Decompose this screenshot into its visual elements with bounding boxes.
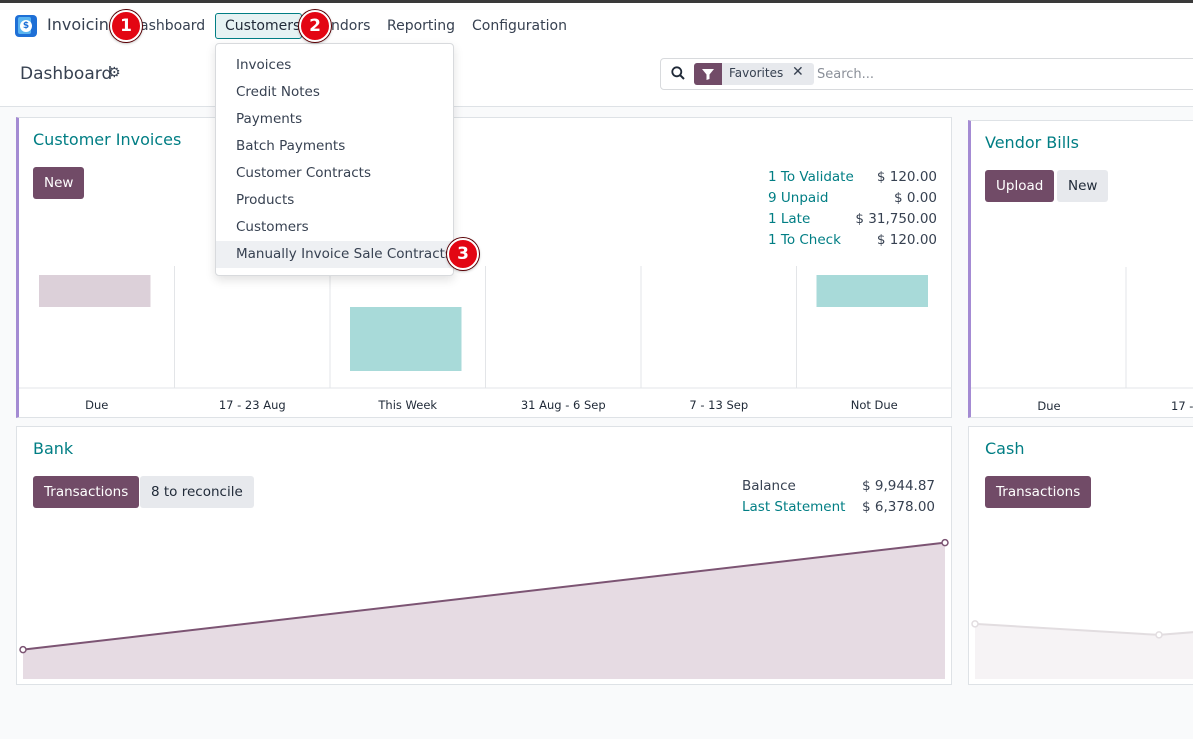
close-icon[interactable]: ✕ bbox=[792, 64, 804, 80]
last-statement-link[interactable]: Last Statement bbox=[742, 499, 846, 515]
menu-item-payments[interactable]: Payments bbox=[236, 111, 303, 127]
menu-item-credit-notes[interactable]: Credit Notes bbox=[236, 84, 320, 100]
cash-transactions-button[interactable]: Transactions bbox=[985, 476, 1092, 508]
control-panel: Dashboard ⚙ Favorites ✕ bbox=[0, 45, 1193, 107]
data-point bbox=[19, 645, 27, 654]
last-statement-value: $ 6,378.00 bbox=[862, 499, 935, 515]
tick-label: Due bbox=[85, 398, 108, 412]
menu-item-manually-invoice-sale-contracts[interactable]: Manually Invoice Sale Contracts bbox=[216, 241, 453, 268]
tick-label: 7 - 13 Sep bbox=[689, 398, 748, 412]
menu-item-products[interactable]: Products bbox=[236, 192, 295, 208]
tick-label: This Week bbox=[377, 398, 437, 412]
menu-item-invoices[interactable]: Invoices bbox=[236, 57, 292, 73]
bar-not-due bbox=[816, 275, 928, 307]
tick-label-due: Due bbox=[1037, 399, 1060, 413]
upload-button[interactable]: Upload bbox=[985, 170, 1055, 202]
series-line bbox=[22, 541, 946, 651]
card-title[interactable]: Customer Invoices bbox=[33, 130, 182, 149]
menu-dashboard[interactable]: ashboard bbox=[140, 18, 206, 34]
cash-card: Cash Transactions bbox=[968, 426, 1193, 685]
stat-to-validate-value: $ 120.00 bbox=[876, 169, 937, 185]
data-point bbox=[941, 538, 949, 547]
menu-vendors[interactable]: ndors bbox=[331, 18, 371, 34]
reconcile-button[interactable]: 8 to reconcile bbox=[140, 476, 254, 508]
favorites-facet[interactable]: Favorites ✕ bbox=[694, 63, 814, 85]
window-top-edge bbox=[0, 0, 1193, 3]
cash-area-chart[interactable] bbox=[969, 532, 1193, 684]
customers-dropdown-menu: Invoices Credit Notes Payments Batch Pay… bbox=[215, 43, 454, 276]
facet-label: Favorites bbox=[729, 66, 784, 80]
bank-transactions-button[interactable]: Transactions bbox=[33, 476, 140, 508]
stat-unpaid-value: $ 0.00 bbox=[894, 190, 937, 206]
filter-icon bbox=[702, 69, 714, 80]
menu-configuration[interactable]: Configuration bbox=[472, 18, 567, 34]
vendor-bills-chart[interactable]: Due 17 - bbox=[971, 267, 1193, 417]
card-title[interactable]: Vendor Bills bbox=[985, 133, 1079, 152]
invoicing-app-icon[interactable]: $ bbox=[15, 15, 37, 37]
tick-label-week: 17 - bbox=[1171, 399, 1193, 413]
page-title: Dashboard bbox=[20, 64, 113, 84]
stat-to-check-value: $ 120.00 bbox=[876, 232, 937, 248]
stat-late-value: $ 31,750.00 bbox=[855, 211, 937, 227]
tick-label: 17 - 23 Aug bbox=[219, 398, 286, 412]
step-badge-2: 2 bbox=[299, 10, 331, 42]
area-fill bbox=[975, 623, 1193, 679]
menu-item-customer-contracts[interactable]: Customer Contracts bbox=[236, 165, 371, 181]
dollar-icon: $ bbox=[20, 20, 32, 32]
new-bill-button[interactable]: New bbox=[1057, 170, 1109, 202]
balance-value: $ 9,944.87 bbox=[862, 478, 935, 494]
bar-due bbox=[39, 275, 151, 307]
invoices-bar-chart[interactable]: Due 17 - 23 Aug This Week 31 Aug - 6 Sep 7 -… bbox=[19, 266, 952, 416]
app-brand[interactable]: Invoicing bbox=[47, 15, 120, 34]
tick-label: Not Due bbox=[851, 398, 898, 412]
stat-unpaid[interactable]: 9 Unpaid bbox=[768, 190, 829, 206]
search-icon[interactable] bbox=[671, 66, 685, 80]
step-badge-1: 1 bbox=[110, 10, 142, 42]
step-badge-3: 3 bbox=[447, 238, 479, 270]
top-navbar: $ Invoicing ashboard Customers ndors Rep… bbox=[0, 3, 1193, 45]
vendor-bills-card: Vendor Bills Upload New Due 17 - bbox=[968, 120, 1193, 418]
new-invoice-button[interactable]: New bbox=[33, 167, 85, 199]
card-title[interactable]: Bank bbox=[33, 439, 74, 458]
search-bar: Favorites ✕ bbox=[660, 58, 1193, 90]
stat-to-validate[interactable]: 1 To Validate bbox=[768, 169, 854, 185]
search-input[interactable] bbox=[817, 62, 1187, 86]
stat-to-check[interactable]: 1 To Check bbox=[768, 232, 841, 248]
bank-area-chart[interactable] bbox=[17, 532, 951, 684]
bank-card: Bank Transactions 8 to reconcile Balance… bbox=[16, 426, 952, 685]
balance-label: Balance bbox=[742, 478, 796, 494]
customer-invoices-card: Customer Invoices New 1 To Validate $ 12… bbox=[16, 117, 952, 418]
card-title[interactable]: Cash bbox=[985, 439, 1025, 458]
data-point bbox=[1155, 631, 1163, 639]
menu-item-batch-payments[interactable]: Batch Payments bbox=[236, 138, 346, 154]
stat-late[interactable]: 1 Late bbox=[768, 211, 811, 227]
tick-label: 31 Aug - 6 Sep bbox=[521, 398, 606, 412]
area-fill bbox=[23, 542, 945, 679]
menu-reporting[interactable]: Reporting bbox=[387, 18, 456, 34]
data-point bbox=[971, 620, 979, 628]
bar-this-week bbox=[350, 307, 462, 371]
facet-icon-box bbox=[694, 63, 722, 85]
menu-customers[interactable]: Customers bbox=[215, 13, 302, 39]
menu-item-customers[interactable]: Customers bbox=[236, 219, 309, 235]
gear-icon[interactable]: ⚙ bbox=[108, 65, 121, 81]
